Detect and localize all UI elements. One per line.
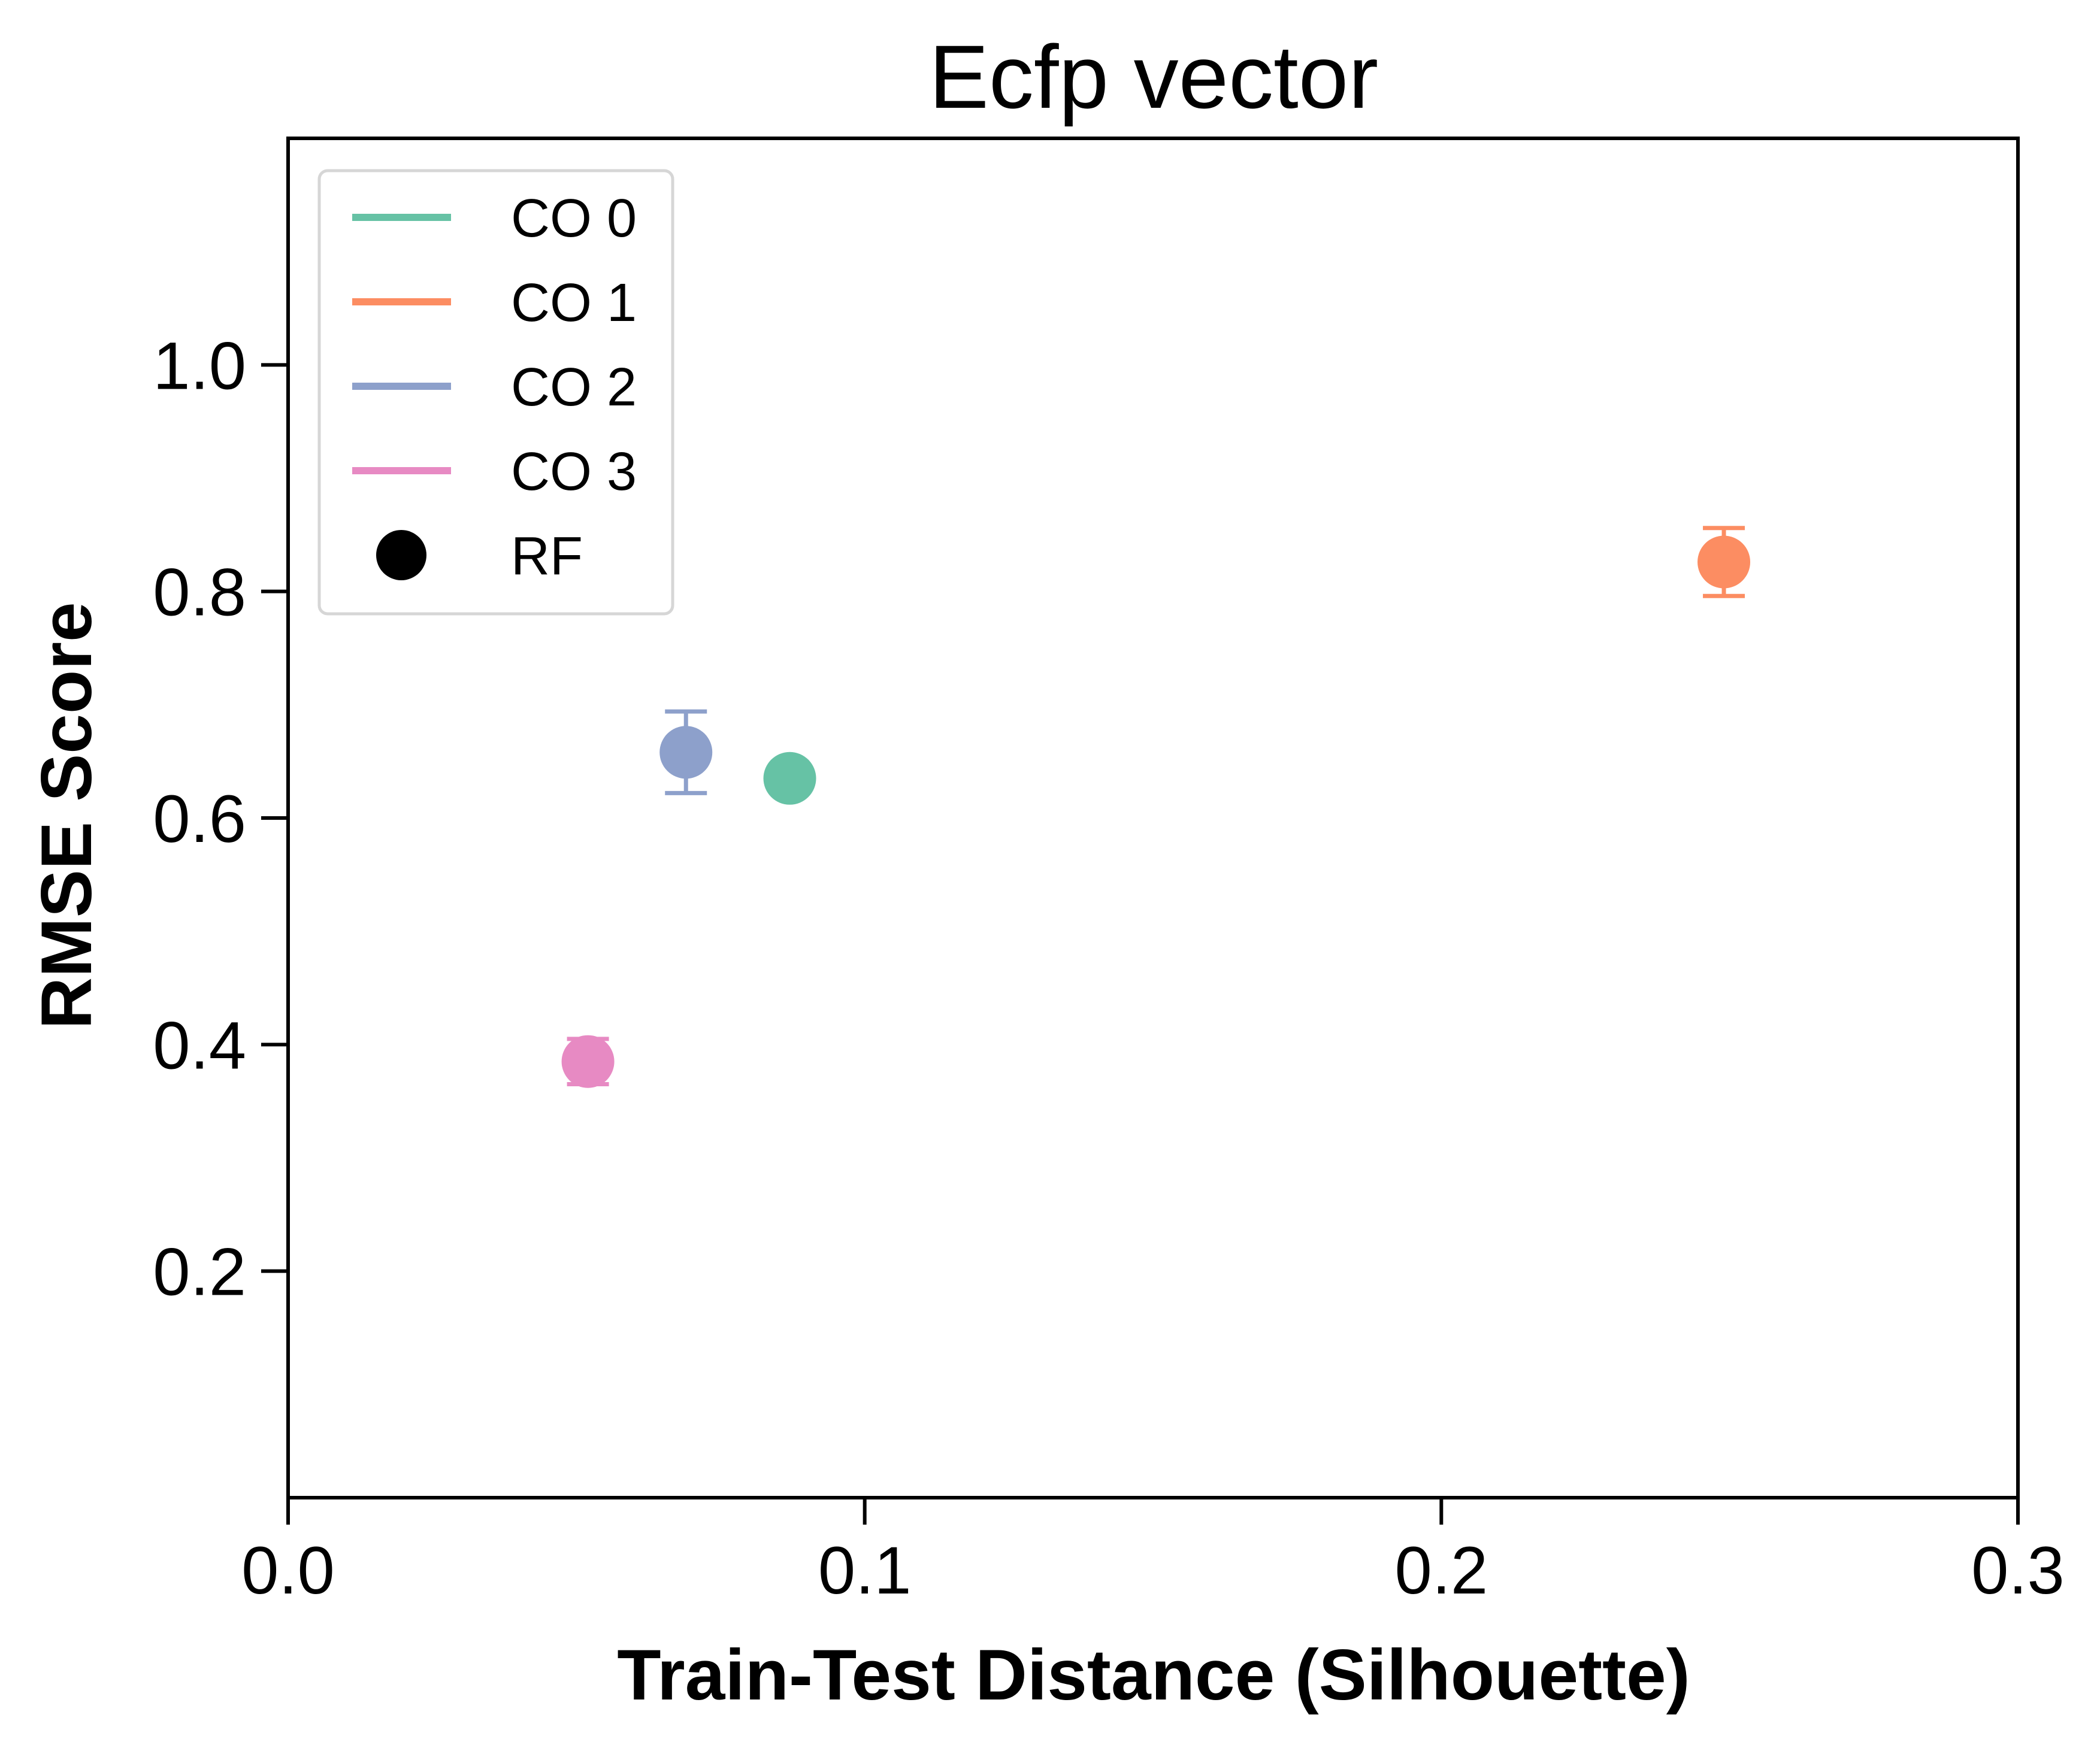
legend-label: CO 1	[511, 273, 637, 333]
y-tick-label: 1.0	[153, 328, 246, 403]
y-tick-label: 0.2	[153, 1235, 246, 1310]
x-tick-label: 0.1	[818, 1533, 912, 1608]
legend: CO 0 CO 1 CO 2 CO 3 RF	[317, 169, 674, 616]
data-point	[659, 726, 713, 779]
legend-label: CO 0	[511, 189, 637, 249]
legend-label: CO 2	[511, 358, 637, 417]
y-tick-label: 0.6	[153, 781, 246, 856]
legend-marker	[376, 530, 426, 580]
axis-ticks: 0.0 0.1 0.2 0.3 0.2 0.4 0.6 0.8 1.0	[153, 328, 2065, 1608]
y-tick-label: 0.8	[153, 555, 246, 630]
data-point	[763, 752, 816, 805]
plot-frame	[286, 137, 2020, 1499]
x-axis-label: Train-Test Distance (Silhouette)	[617, 1635, 1690, 1715]
x-tick-label: 0.3	[1971, 1533, 2065, 1608]
data-point	[561, 1035, 615, 1088]
legend-label: CO 3	[511, 442, 637, 502]
chart-title: Ecfp vector	[929, 26, 1378, 127]
x-tick-label: 0.2	[1394, 1533, 1488, 1608]
data-point	[1697, 535, 1751, 589]
y-tick-label: 0.4	[153, 1008, 246, 1083]
legend-box	[317, 169, 674, 616]
data-points	[561, 526, 1751, 1088]
y-axis-label: RMSE Score	[26, 602, 107, 1029]
legend-label: RF	[511, 526, 583, 586]
x-tick-label: 0.0	[241, 1533, 335, 1608]
